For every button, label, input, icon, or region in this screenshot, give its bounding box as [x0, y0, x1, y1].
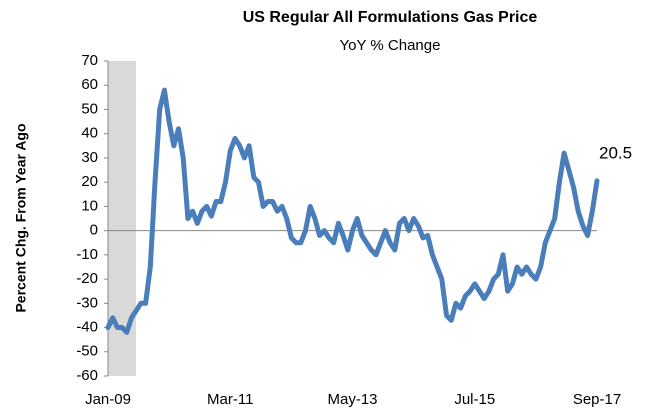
x-tick-label: May-13 — [327, 391, 377, 408]
y-tick-label: 20 — [81, 173, 98, 190]
y-tick-label: 50 — [81, 100, 98, 117]
y-axis-title: Percent Chg. From Year Ago — [13, 123, 29, 312]
y-tick-label: 30 — [81, 149, 98, 166]
y-tick-label: -60 — [76, 367, 98, 384]
y-tick-label: -20 — [76, 270, 98, 287]
x-tick-label: Jan-09 — [85, 391, 131, 408]
y-tick-label: 40 — [81, 125, 98, 142]
y-tick-label: 70 — [81, 52, 98, 69]
y-tick-label: -40 — [76, 319, 98, 336]
y-tick-label: 60 — [81, 76, 98, 93]
y-tick-label: -30 — [76, 294, 98, 311]
chart-subtitle: YoY % Change — [340, 37, 441, 54]
x-tick-label: Sep-17 — [573, 391, 621, 408]
y-tick-label: -10 — [76, 246, 98, 263]
series-line — [105, 87, 600, 335]
x-tick-label: Mar-11 — [207, 391, 253, 408]
data-label: 20.5 — [599, 143, 632, 162]
y-tick-label: -50 — [76, 343, 98, 360]
x-tick-label: Jul-15 — [454, 391, 495, 408]
chart-title: US Regular All Formulations Gas Price — [243, 9, 538, 26]
y-tick-label: 10 — [81, 197, 98, 214]
y-tick-label: 0 — [90, 222, 98, 239]
